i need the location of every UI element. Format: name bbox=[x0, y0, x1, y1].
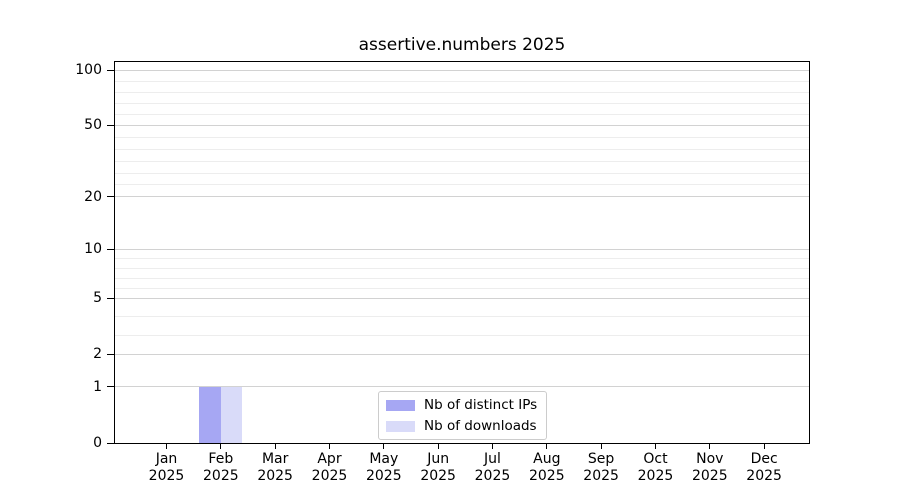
minor-gridline bbox=[115, 80, 809, 82]
minor-gridline bbox=[115, 316, 809, 318]
legend-label: Nb of distinct IPs bbox=[424, 397, 538, 413]
major-gridline bbox=[115, 124, 809, 126]
minor-gridline bbox=[115, 136, 809, 138]
x-tick-label: Jul 2025 bbox=[474, 451, 511, 484]
x-tick-mark bbox=[383, 444, 385, 449]
legend-swatch-nb-of-distinct-ips bbox=[386, 399, 415, 411]
x-tick-label: Aug 2025 bbox=[528, 451, 565, 484]
x-tick-mark bbox=[546, 444, 548, 449]
minor-gridline bbox=[115, 278, 809, 280]
y-tick-mark bbox=[107, 353, 114, 355]
y-tick-label: 2 bbox=[93, 346, 102, 363]
y-tick-label: 20 bbox=[84, 188, 102, 205]
y-tick-mark bbox=[107, 196, 114, 198]
x-tick-mark bbox=[274, 444, 276, 449]
y-tick-mark bbox=[107, 124, 114, 126]
major-gridline bbox=[115, 386, 809, 388]
x-tick-label: Jan 2025 bbox=[148, 451, 185, 484]
y-tick-mark bbox=[107, 442, 114, 444]
x-tick-label: Sep 2025 bbox=[583, 451, 619, 484]
minor-gridline bbox=[115, 91, 809, 93]
minor-gridline bbox=[115, 268, 809, 270]
legend-entry-nb-of-downloads: Nb of downloads bbox=[386, 417, 537, 435]
x-tick-label: Jun 2025 bbox=[420, 451, 456, 484]
legend: Nb of distinct IPs Nb of downloads bbox=[378, 391, 548, 440]
y-tick-mark bbox=[107, 248, 114, 250]
chart-title: assertive.numbers 2025 bbox=[358, 35, 566, 55]
y-tick-label: 1 bbox=[93, 378, 102, 395]
major-gridline bbox=[115, 297, 809, 299]
minor-gridline bbox=[115, 113, 809, 115]
minor-gridline bbox=[115, 184, 809, 186]
x-tick-label: Mar 2025 bbox=[257, 451, 293, 484]
y-tick-mark bbox=[107, 386, 114, 388]
x-tick-label: Dec 2025 bbox=[746, 451, 782, 484]
major-gridline bbox=[115, 353, 809, 355]
minor-gridline bbox=[115, 258, 809, 260]
x-tick-label: Oct 2025 bbox=[637, 451, 674, 484]
major-gridline bbox=[115, 69, 809, 71]
plot-frame bbox=[114, 61, 810, 444]
x-tick-mark bbox=[491, 444, 493, 449]
x-tick-mark bbox=[709, 444, 711, 449]
y-tick-mark bbox=[107, 69, 114, 71]
minor-gridline bbox=[115, 335, 809, 337]
x-tick-mark bbox=[220, 444, 222, 449]
x-tick-label: Feb 2025 bbox=[203, 451, 239, 484]
x-tick-mark bbox=[654, 444, 656, 449]
minor-gridline bbox=[115, 287, 809, 289]
y-tick-label: 100 bbox=[75, 62, 102, 78]
minor-gridline bbox=[115, 172, 809, 174]
minor-gridline bbox=[115, 102, 809, 104]
x-tick-mark bbox=[437, 444, 439, 449]
legend-entry-nb-of-distinct-ips: Nb of distinct IPs bbox=[386, 396, 537, 414]
y-tick-label: 5 bbox=[93, 290, 102, 307]
major-gridline bbox=[115, 248, 809, 250]
x-tick-label: Apr 2025 bbox=[311, 451, 348, 484]
x-tick-label: Nov 2025 bbox=[691, 451, 728, 484]
x-tick-mark bbox=[166, 444, 167, 449]
bar-nb-of-downloads-feb-2025 bbox=[220, 386, 243, 443]
y-tick-mark bbox=[107, 297, 114, 299]
bar-nb-of-distinct-ips-feb-2025 bbox=[199, 386, 221, 443]
x-tick-label: May 2025 bbox=[365, 451, 402, 484]
x-tick-mark bbox=[600, 444, 602, 449]
minor-gridline bbox=[115, 160, 809, 162]
y-tick-label: 10 bbox=[84, 241, 102, 258]
x-tick-mark bbox=[763, 444, 765, 449]
legend-label: Nb of downloads bbox=[424, 418, 537, 434]
minor-gridline bbox=[115, 148, 809, 150]
y-tick-label: 0 bbox=[93, 435, 102, 451]
y-tick-label: 50 bbox=[84, 117, 102, 134]
x-tick-mark bbox=[328, 444, 330, 449]
major-gridline bbox=[115, 196, 809, 198]
legend-swatch-nb-of-downloads bbox=[386, 420, 415, 432]
